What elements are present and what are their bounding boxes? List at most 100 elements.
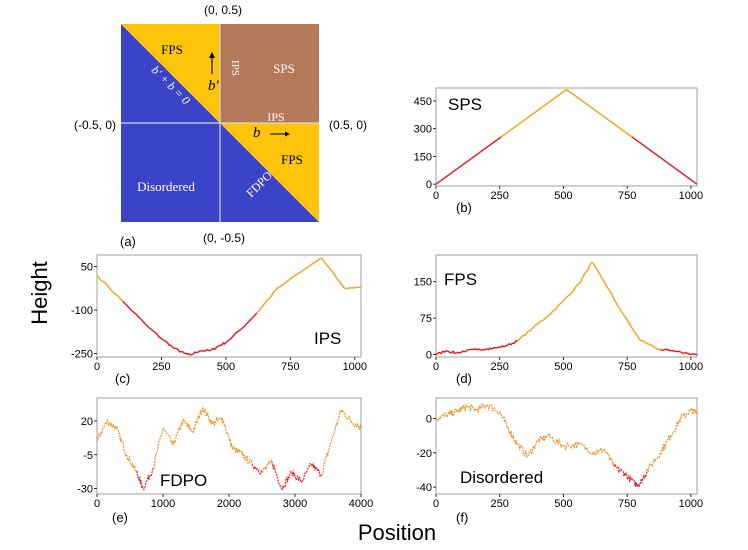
x-tick-label: 4000 (349, 498, 373, 510)
series-segment (547, 431, 564, 449)
chart-title: IPS (314, 329, 341, 348)
series-segment (277, 257, 322, 289)
x-tick-label: 250 (491, 190, 509, 202)
series-segment (162, 427, 174, 446)
series-segment (563, 439, 580, 451)
series-segment (221, 418, 233, 449)
series-segment (591, 261, 605, 283)
series-segment (116, 426, 128, 457)
series-segment (578, 442, 595, 456)
x-tick-label: 1000 (679, 190, 703, 202)
x-tick-label: 750 (618, 190, 636, 202)
panel-label: (b) (456, 200, 472, 215)
plot-frame (96, 397, 362, 495)
series-segment (163, 339, 175, 349)
series-segment (445, 350, 457, 355)
y-tick-label: 75 (420, 313, 432, 325)
series-segment (517, 327, 534, 342)
series-segment (603, 281, 621, 309)
y-tick-label: 300 (414, 124, 432, 136)
series-segment (435, 412, 447, 422)
series-segment (271, 461, 283, 489)
series-segment (231, 445, 243, 455)
plot-frame (435, 87, 698, 187)
label-ips-vertical: IPS (229, 60, 241, 76)
y-tick-label: -100 (71, 305, 93, 317)
series-segment (486, 404, 500, 415)
series-segment (291, 470, 302, 484)
chart-panel-f: 0 250 500 750 1000 -40 -20 0 Disordered (f) (416, 397, 703, 525)
label-fps-right: FPS (281, 152, 303, 167)
series-segment (182, 417, 193, 433)
series-segment (455, 403, 468, 414)
series-segment (634, 481, 641, 488)
x-tick-label: 2000 (217, 498, 241, 510)
x-tick-label: 0 (433, 190, 439, 202)
label-ips-horizontal: IPS (267, 110, 284, 124)
x-tick-label: 250 (491, 498, 509, 510)
series-segment (670, 418, 682, 437)
x-tick-label: 500 (554, 498, 572, 510)
y-axis-label: Height (27, 261, 52, 325)
coord-left: (-0.5, 0) (74, 118, 116, 132)
series-segment (240, 312, 258, 330)
series-segment (613, 462, 626, 477)
x-tick-label: 1000 (343, 361, 367, 373)
panel-label: (e) (112, 510, 128, 525)
y-tick-label: 0 (426, 179, 432, 191)
x-tick-label: 750 (618, 361, 636, 373)
series-segment (340, 409, 352, 422)
plot-frame (435, 397, 698, 495)
series-segment (96, 274, 124, 302)
x-tick-label: 500 (554, 361, 572, 373)
series-segment (578, 261, 593, 285)
series-segment (174, 347, 186, 355)
series-segment (500, 88, 567, 138)
series-segment (202, 407, 214, 425)
x-tick-label: 1000 (679, 361, 703, 373)
label-disordered: Disordered (137, 179, 195, 194)
series-segment (532, 315, 549, 329)
x-tick-label: 0 (433, 361, 439, 373)
series-segment (251, 464, 263, 475)
series-segment (261, 458, 273, 473)
series-segment (639, 469, 648, 485)
series-segment (566, 88, 633, 138)
series-segment (659, 435, 672, 455)
coord-top: (0, 0.5) (204, 3, 242, 17)
series-segment (256, 287, 278, 314)
series-segment (172, 420, 184, 446)
coord-right: (0.5, 0) (329, 118, 367, 132)
series-segment (660, 348, 676, 353)
chart-panel-c: 0 250 500 750 1000 -250 -100 50 IPS (c) (71, 254, 367, 386)
x-tick-label: 0 (433, 498, 439, 510)
label-bprime: b′ (208, 78, 220, 94)
x-tick-label: 250 (491, 361, 509, 373)
series-segment (466, 403, 478, 414)
series-segment (350, 420, 362, 430)
series-segment (547, 300, 564, 317)
label-sps: SPS (273, 61, 295, 76)
series-segment (344, 286, 362, 290)
panel-label-a: (a) (120, 234, 136, 249)
y-tick-label: 50 (81, 262, 93, 274)
series-segment (624, 471, 636, 484)
series-segment (189, 350, 201, 356)
x-tick-label: 0 (94, 361, 100, 373)
series-segment (537, 433, 549, 443)
chart-title: Disordered (460, 468, 543, 487)
series-segment (148, 326, 165, 342)
series-segment (184, 352, 191, 356)
chart-title: FPS (444, 270, 477, 289)
y-tick-label: -30 (77, 484, 93, 496)
x-tick-label: 250 (152, 361, 170, 373)
series-segment (647, 452, 661, 473)
series-segment (321, 441, 332, 476)
panel-label: (f) (456, 510, 468, 525)
series-segment (241, 451, 253, 465)
y-tick-label: 450 (414, 96, 432, 108)
plot-frame (435, 254, 698, 358)
series-segment (142, 468, 154, 491)
series-segment (153, 427, 164, 469)
